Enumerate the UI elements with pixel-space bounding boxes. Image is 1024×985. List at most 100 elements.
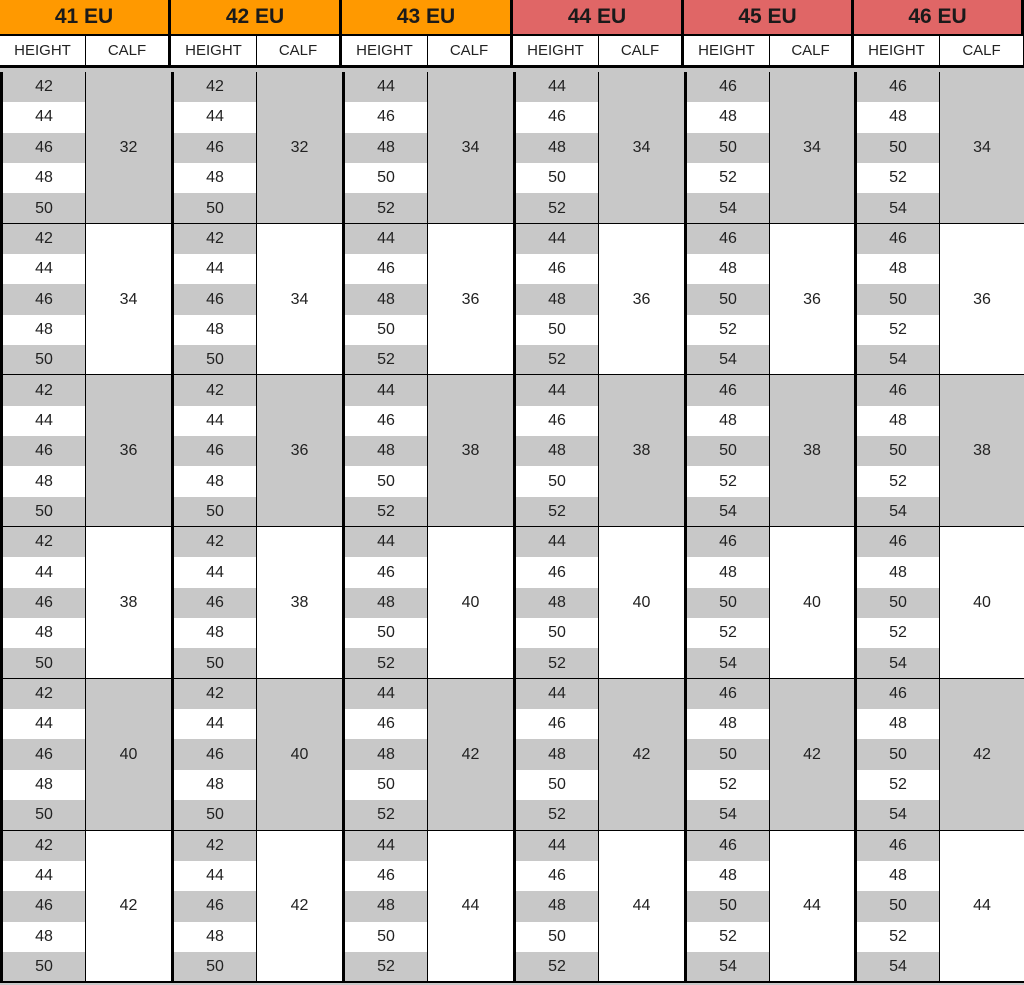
height-cell: 50 — [171, 193, 257, 225]
calf-cell: 36 — [257, 375, 342, 528]
height-cell: 50 — [171, 496, 257, 529]
height-cell: 44 — [0, 860, 86, 893]
height-column-header: HEIGHT — [342, 36, 428, 68]
height-cell: 50 — [342, 466, 428, 498]
height-cell: 50 — [342, 618, 428, 650]
height-cell: 42 — [171, 527, 257, 559]
height-cell: 46 — [0, 739, 86, 771]
height-cell: 50 — [171, 345, 257, 377]
height-cell: 54 — [684, 345, 770, 377]
height-cell: 44 — [342, 830, 428, 862]
height-column-header: HEIGHT — [0, 36, 86, 68]
height-cell: 44 — [513, 527, 599, 559]
calf-cell: 34 — [257, 223, 342, 376]
height-cell: 46 — [171, 284, 257, 316]
height-cell: 44 — [171, 102, 257, 134]
calf-column-header: CALF — [86, 36, 171, 68]
height-cell: 48 — [171, 618, 257, 650]
size-header: 43 EU — [342, 0, 513, 36]
height-cell: 42 — [0, 527, 86, 559]
height-cell: 48 — [342, 284, 428, 316]
height-cell: 46 — [854, 830, 940, 862]
height-cell: 48 — [342, 739, 428, 771]
height-cell: 48 — [513, 436, 599, 468]
height-column-header: HEIGHT — [513, 36, 599, 68]
height-cell: 52 — [513, 345, 599, 377]
height-cell: 42 — [0, 830, 86, 862]
height-cell: 44 — [342, 72, 428, 104]
height-cell: 50 — [171, 800, 257, 832]
height-cell: 50 — [684, 739, 770, 771]
height-cell: 44 — [342, 678, 428, 711]
height-cell: 46 — [342, 709, 428, 741]
height-cell: 46 — [854, 527, 940, 559]
height-cell: 52 — [342, 345, 428, 377]
height-cell: 48 — [513, 132, 599, 164]
height-column-header: HEIGHT — [854, 36, 940, 68]
height-cell: 42 — [171, 223, 257, 256]
height-cell: 52 — [342, 193, 428, 225]
height-cell: 44 — [513, 375, 599, 407]
calf-cell: 42 — [257, 830, 342, 983]
height-cell: 44 — [342, 223, 428, 256]
height-cell: 46 — [854, 72, 940, 104]
height-cell: 48 — [171, 314, 257, 347]
height-cell: 46 — [513, 102, 599, 134]
height-cell: 46 — [171, 739, 257, 771]
height-cell: 50 — [0, 496, 86, 529]
height-cell: 42 — [0, 223, 86, 256]
height-cell: 48 — [0, 769, 86, 802]
calf-cell: 34 — [940, 72, 1024, 224]
height-cell: 46 — [684, 678, 770, 711]
height-cell: 48 — [513, 587, 599, 620]
calf-cell: 42 — [86, 830, 171, 983]
height-cell: 50 — [684, 132, 770, 164]
height-cell: 52 — [342, 800, 428, 832]
group-divider — [513, 981, 684, 984]
height-cell: 52 — [684, 769, 770, 802]
height-cell: 42 — [0, 375, 86, 407]
height-cell: 52 — [854, 921, 940, 953]
calf-cell: 40 — [86, 678, 171, 831]
size-header: 45 EU — [684, 0, 854, 36]
height-cell: 46 — [684, 527, 770, 559]
calf-cell: 40 — [770, 527, 854, 679]
height-cell: 54 — [854, 496, 940, 529]
calf-cell: 44 — [770, 830, 854, 983]
height-cell: 54 — [684, 800, 770, 832]
height-cell: 50 — [684, 587, 770, 620]
height-cell: 50 — [684, 436, 770, 468]
height-cell: 46 — [171, 132, 257, 164]
height-cell: 54 — [854, 800, 940, 832]
height-cell: 54 — [684, 951, 770, 984]
height-cell: 52 — [854, 314, 940, 347]
calf-cell: 38 — [940, 375, 1024, 528]
calf-cell: 40 — [428, 527, 513, 679]
height-cell: 52 — [684, 163, 770, 195]
height-cell: 50 — [0, 193, 86, 225]
height-cell: 46 — [0, 891, 86, 923]
height-cell: 46 — [684, 830, 770, 862]
calf-cell: 38 — [770, 375, 854, 528]
group-divider — [342, 981, 513, 984]
height-cell: 48 — [854, 557, 940, 589]
height-cell: 52 — [684, 466, 770, 498]
calf-cell: 34 — [86, 223, 171, 376]
height-cell: 52 — [513, 193, 599, 225]
calf-cell: 42 — [599, 678, 684, 831]
height-cell: 42 — [171, 678, 257, 711]
height-cell: 50 — [513, 163, 599, 195]
height-cell: 48 — [684, 557, 770, 589]
height-cell: 46 — [171, 891, 257, 923]
calf-cell: 34 — [770, 72, 854, 224]
height-cell: 44 — [171, 709, 257, 741]
height-cell: 50 — [342, 921, 428, 953]
height-cell: 46 — [342, 405, 428, 438]
height-cell: 48 — [513, 284, 599, 316]
calf-cell: 38 — [599, 375, 684, 528]
height-cell: 50 — [0, 800, 86, 832]
calf-cell: 36 — [940, 223, 1024, 376]
height-cell: 50 — [684, 284, 770, 316]
calf-cell: 36 — [428, 223, 513, 376]
height-cell: 48 — [684, 860, 770, 893]
